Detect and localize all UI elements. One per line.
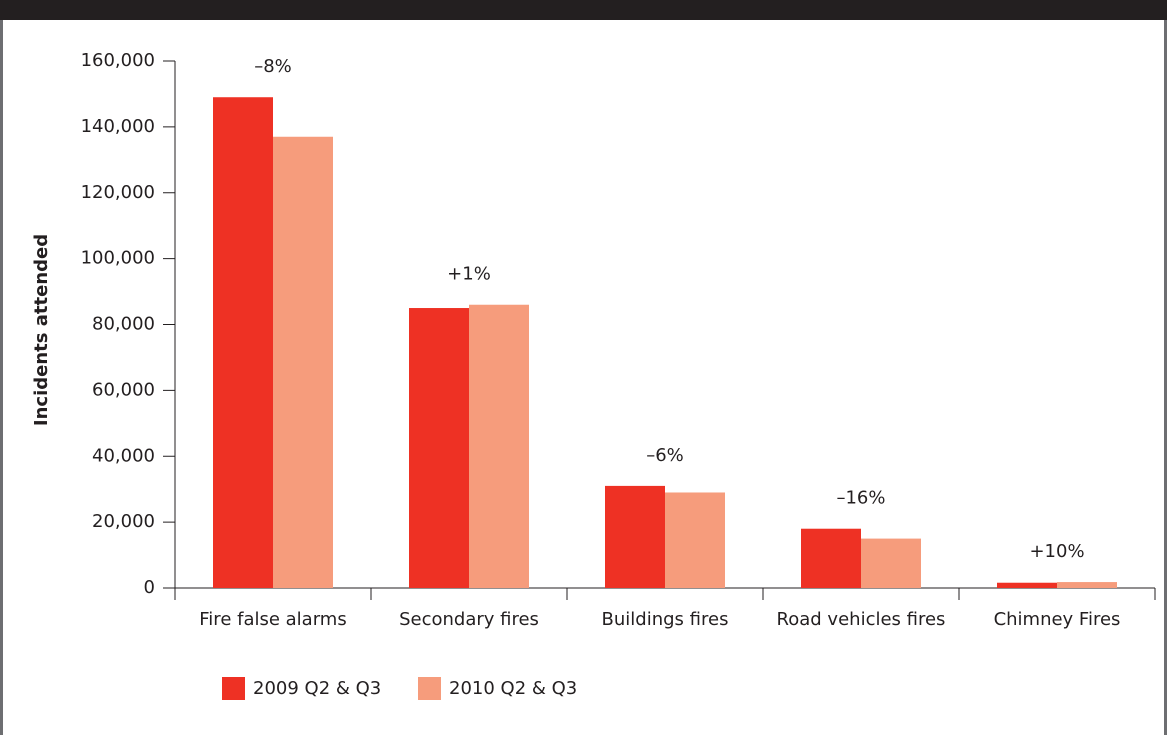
header-bar (0, 0, 1167, 20)
bar (801, 528, 861, 588)
bar (273, 136, 333, 588)
x-tick-label: Fire false alarms (199, 609, 346, 630)
change-label: –6% (646, 445, 684, 466)
y-tick-label: 120,000 (81, 182, 155, 203)
legend-label: 2010 Q2 & Q3 (449, 678, 577, 699)
bar (213, 97, 273, 588)
y-tick-label: 160,000 (81, 50, 155, 71)
x-tick-label: Secondary fires (399, 609, 539, 630)
bar (665, 492, 725, 588)
x-tick-label: Chimney Fires (994, 609, 1121, 630)
y-tick-label: 60,000 (92, 379, 155, 400)
change-label: –16% (836, 488, 885, 509)
y-tick-label: 20,000 (92, 511, 155, 532)
bar (861, 538, 921, 588)
bar (469, 304, 529, 588)
y-axis-label: Incidents attended (31, 234, 52, 426)
change-label: –8% (254, 56, 292, 77)
bar (997, 582, 1057, 588)
x-tick-label: Road vehicles fires (777, 609, 946, 630)
legend-swatch (418, 677, 441, 700)
change-label: +1% (447, 264, 491, 285)
bar (605, 485, 665, 588)
y-tick-label: 100,000 (81, 248, 155, 269)
x-tick-label: Buildings fires (602, 609, 729, 630)
bar (409, 308, 469, 588)
legend-swatch (222, 677, 245, 700)
change-label: +10% (1029, 541, 1084, 562)
y-tick-label: 80,000 (92, 314, 155, 335)
y-tick-label: 40,000 (92, 445, 155, 466)
y-tick-label: 140,000 (81, 116, 155, 137)
bar (1057, 582, 1117, 588)
legend-label: 2009 Q2 & Q3 (253, 678, 381, 699)
y-tick-label: 0 (144, 577, 155, 598)
